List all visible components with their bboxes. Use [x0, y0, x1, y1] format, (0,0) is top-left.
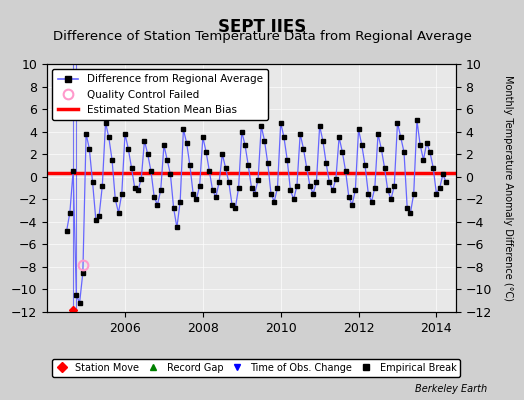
Y-axis label: Monthly Temperature Anomaly Difference (°C): Monthly Temperature Anomaly Difference (…: [503, 75, 513, 301]
Text: Difference of Station Temperature Data from Regional Average: Difference of Station Temperature Data f…: [52, 30, 472, 43]
Text: Berkeley Earth: Berkeley Earth: [415, 384, 487, 394]
Legend: Station Move, Record Gap, Time of Obs. Change, Empirical Break: Station Move, Record Gap, Time of Obs. C…: [52, 359, 460, 376]
Text: SEPT IIES: SEPT IIES: [218, 18, 306, 36]
